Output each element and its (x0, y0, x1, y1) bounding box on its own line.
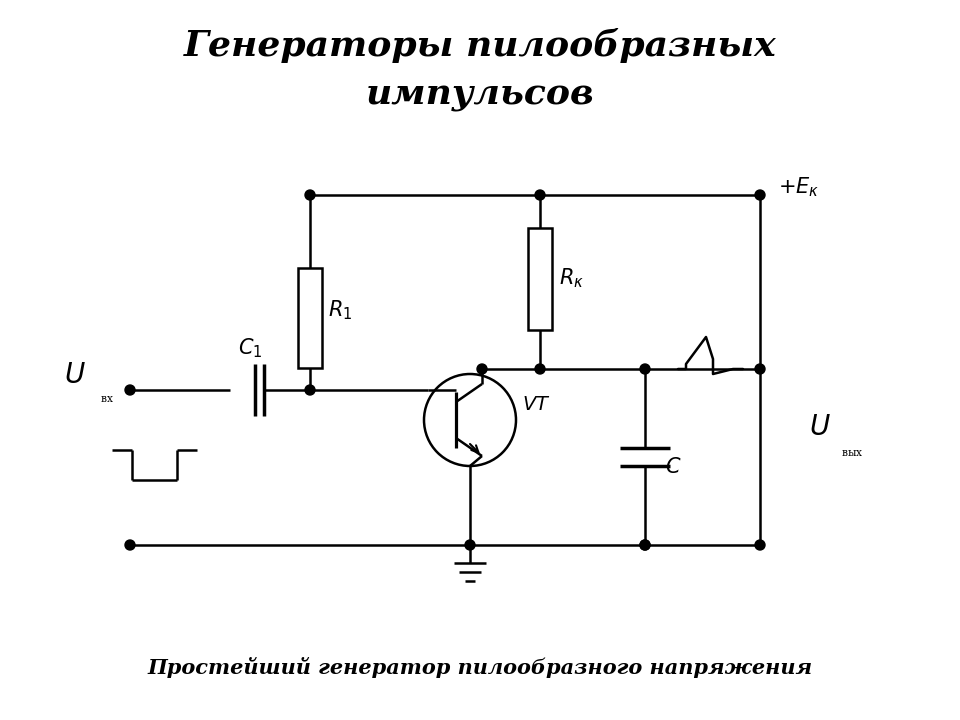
Text: $C$: $C$ (664, 457, 682, 477)
Circle shape (755, 190, 765, 200)
Text: импульсов: импульсов (366, 78, 594, 112)
Circle shape (535, 364, 545, 374)
Circle shape (305, 190, 315, 200)
Text: $R_{\kappa}$: $R_{\kappa}$ (560, 266, 585, 290)
Text: $_{\mathregular{вх}}$: $_{\mathregular{вх}}$ (100, 391, 114, 405)
Text: $U$: $U$ (809, 413, 831, 441)
Circle shape (640, 540, 650, 550)
Text: $+E_{\kappa}$: $+E_{\kappa}$ (778, 175, 819, 199)
Text: $C_1$: $C_1$ (238, 336, 262, 360)
Circle shape (125, 385, 135, 395)
Circle shape (465, 540, 475, 550)
Text: Генераторы пилообразных: Генераторы пилообразных (183, 27, 777, 63)
Circle shape (125, 540, 135, 550)
Text: $VT$: $VT$ (522, 396, 550, 414)
Bar (528, 228, 552, 330)
Text: $_{\mathregular{вых}}$: $_{\mathregular{вых}}$ (841, 445, 863, 459)
Bar (298, 268, 322, 368)
Circle shape (477, 364, 487, 374)
Circle shape (640, 364, 650, 374)
Circle shape (640, 540, 650, 550)
Circle shape (305, 385, 315, 395)
Circle shape (755, 540, 765, 550)
Circle shape (535, 190, 545, 200)
Circle shape (755, 364, 765, 374)
Text: Простейший генератор пилообразного напряжения: Простейший генератор пилообразного напря… (148, 657, 812, 678)
Text: $R_1$: $R_1$ (327, 298, 352, 322)
Text: $U$: $U$ (64, 361, 85, 389)
